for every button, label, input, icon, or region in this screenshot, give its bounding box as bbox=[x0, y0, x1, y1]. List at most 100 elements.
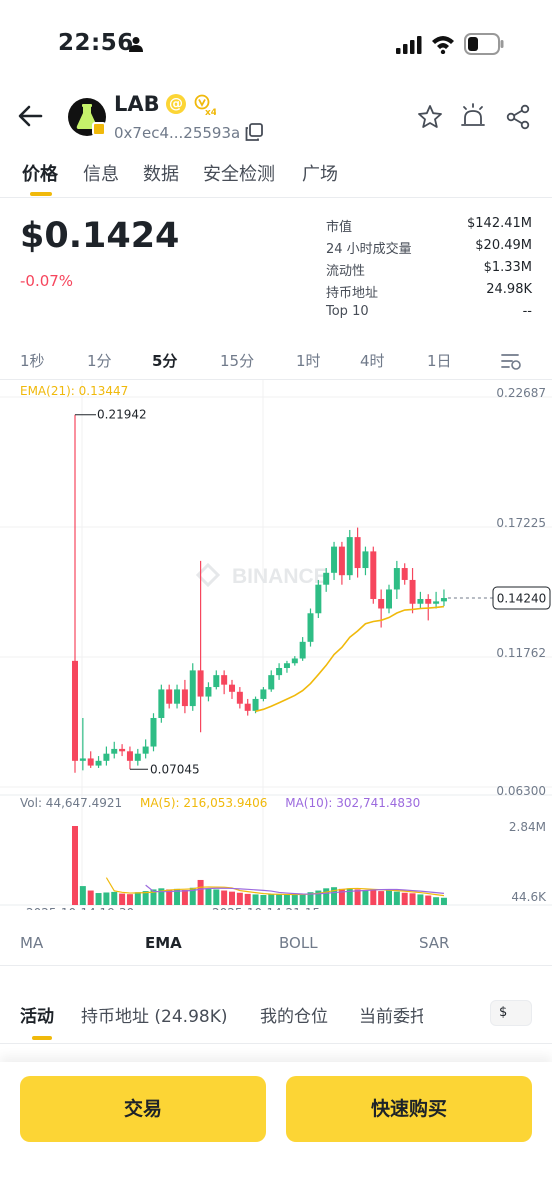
candle-body bbox=[213, 675, 220, 688]
price-change: -0.07% bbox=[20, 272, 74, 290]
chart-watermark: BINANCE bbox=[232, 565, 328, 588]
volume-bar bbox=[142, 891, 149, 905]
candle-body bbox=[440, 598, 447, 602]
interval-1s[interactable]: 1秒 bbox=[20, 352, 45, 370]
chart-canvas[interactable]: BINANCE 0.22687 0.17225 0.11762 0.06300 0.219… bbox=[0, 380, 552, 910]
candle-body bbox=[95, 760, 102, 766]
tab-square[interactable]: 广场 bbox=[302, 164, 338, 185]
candle-body bbox=[197, 670, 204, 697]
interval-4h[interactable]: 4时 bbox=[360, 352, 385, 370]
interval-1h[interactable]: 1时 bbox=[296, 352, 321, 370]
volume-bar bbox=[338, 888, 345, 905]
candle-body bbox=[205, 687, 212, 697]
current-price-label: 0.14240 bbox=[497, 592, 547, 606]
candle-body bbox=[158, 689, 165, 718]
candle-body bbox=[260, 689, 267, 699]
candle-body bbox=[354, 537, 361, 569]
volume-axis-tick: 2.84M bbox=[509, 820, 546, 834]
verified-icon[interactable]: x4 bbox=[194, 94, 216, 116]
tab-info[interactable]: 信息 bbox=[83, 164, 119, 185]
volume-bar bbox=[409, 893, 416, 905]
copy-icon[interactable] bbox=[244, 122, 264, 142]
star-icon[interactable] bbox=[417, 104, 443, 130]
candle-body bbox=[401, 568, 408, 580]
indicator-ema[interactable]: EMA bbox=[145, 934, 182, 952]
volume-bar bbox=[440, 897, 447, 905]
wifi-icon bbox=[432, 36, 454, 54]
price-alert-icon[interactable] bbox=[460, 102, 486, 130]
interval-5m[interactable]: 5分 bbox=[152, 352, 178, 370]
volume-bar bbox=[315, 890, 322, 905]
volume-bar bbox=[252, 894, 259, 905]
candle-body bbox=[252, 698, 259, 711]
interval-15m[interactable]: 15分 bbox=[220, 352, 255, 370]
price-axis-tick: 0.11762 bbox=[496, 646, 546, 660]
stat-value: $20.49M bbox=[475, 238, 532, 253]
candle-body bbox=[126, 751, 133, 761]
candle-body bbox=[393, 568, 400, 590]
interval-1d[interactable]: 1日 bbox=[427, 352, 452, 370]
quick-buy-button[interactable]: 快速购买 bbox=[286, 1076, 532, 1142]
candle-body bbox=[276, 668, 283, 676]
ma10-value: MA(10): 302,741.4830 bbox=[285, 796, 421, 810]
interval-selector: 1秒 1分 5分 15分 1时 4时 1日 bbox=[0, 346, 552, 380]
candle-body bbox=[386, 589, 392, 609]
indicator-ma[interactable]: MA bbox=[20, 934, 44, 952]
candle-body bbox=[299, 641, 306, 659]
stat-liquidity: 流动性 $1.33M bbox=[326, 260, 532, 282]
interval-1m[interactable]: 1分 bbox=[87, 352, 112, 370]
indicator-boll[interactable]: BOLL bbox=[279, 934, 318, 952]
stat-volume: 24 小时成交量 $20.49M bbox=[326, 238, 532, 260]
candle-body bbox=[433, 601, 440, 604]
volume-axis-tick: 44.6K bbox=[511, 890, 547, 904]
chain-badge-icon bbox=[92, 122, 106, 136]
stat-value: $1.33M bbox=[483, 260, 532, 275]
candle-body bbox=[72, 660, 78, 761]
candle-body bbox=[87, 758, 94, 766]
volume-bar bbox=[181, 889, 188, 905]
candle-body bbox=[409, 579, 416, 604]
tab-my-positions[interactable]: 我的仓位 bbox=[260, 1007, 328, 1027]
tab-data[interactable]: 数据 bbox=[143, 164, 179, 185]
volume-bar bbox=[87, 890, 94, 905]
indicator-tabs: MA EMA BOLL SAR bbox=[0, 924, 552, 966]
candle-body bbox=[150, 717, 157, 747]
candle-body bbox=[134, 753, 141, 761]
at-icon[interactable]: @ bbox=[166, 94, 186, 114]
volume-ma10-line bbox=[145, 884, 445, 895]
volume-bar bbox=[346, 888, 353, 905]
volume-bar bbox=[236, 892, 243, 905]
volume-bar bbox=[103, 892, 110, 905]
tab-price[interactable]: 价格 bbox=[22, 164, 58, 185]
tab-security[interactable]: 安全检测 bbox=[203, 164, 275, 185]
volume-bar bbox=[126, 894, 133, 905]
volume-bar bbox=[307, 892, 314, 905]
candle-body bbox=[291, 658, 298, 664]
ma5-value: MA(5): 216,053.9406 bbox=[139, 796, 268, 810]
trade-button[interactable]: 交易 bbox=[20, 1076, 266, 1142]
share-icon[interactable] bbox=[505, 104, 531, 130]
back-arrow-icon[interactable] bbox=[16, 102, 44, 130]
volume-bar bbox=[174, 888, 181, 905]
candle-body bbox=[244, 703, 251, 711]
market-stats: 市值 $142.41M 24 小时成交量 $20.49M 流动性 $1.33M 持币地… bbox=[326, 216, 532, 326]
stat-label: 持币地址 bbox=[326, 286, 379, 301]
volume-bar bbox=[221, 890, 228, 905]
volume-bar bbox=[229, 891, 235, 905]
volume-bar bbox=[323, 888, 330, 905]
chart-settings-icon[interactable] bbox=[500, 350, 522, 372]
indicator-sar[interactable]: SAR bbox=[419, 934, 450, 952]
volume-bar bbox=[134, 892, 141, 905]
stat-label: 24 小时成交量 bbox=[326, 242, 412, 257]
candle-body bbox=[370, 551, 377, 599]
candle-body bbox=[417, 598, 424, 604]
volume-bar bbox=[299, 894, 306, 905]
price-axis-tick: 0.17225 bbox=[496, 516, 546, 530]
tab-open-orders[interactable]: 当前委托 bbox=[359, 1007, 423, 1027]
candlestick-chart[interactable]: BINANCE 0.22687 0.17225 0.11762 0.06300 0.219… bbox=[0, 380, 552, 910]
candle-body bbox=[425, 598, 432, 604]
badge-multiplier: x4 bbox=[205, 108, 216, 116]
tab-holders[interactable]: 持币地址 (24.98K) bbox=[81, 1007, 228, 1027]
tab-activity[interactable]: 活动 bbox=[20, 1007, 54, 1027]
currency-toggle[interactable]: $ bbox=[490, 1000, 532, 1026]
